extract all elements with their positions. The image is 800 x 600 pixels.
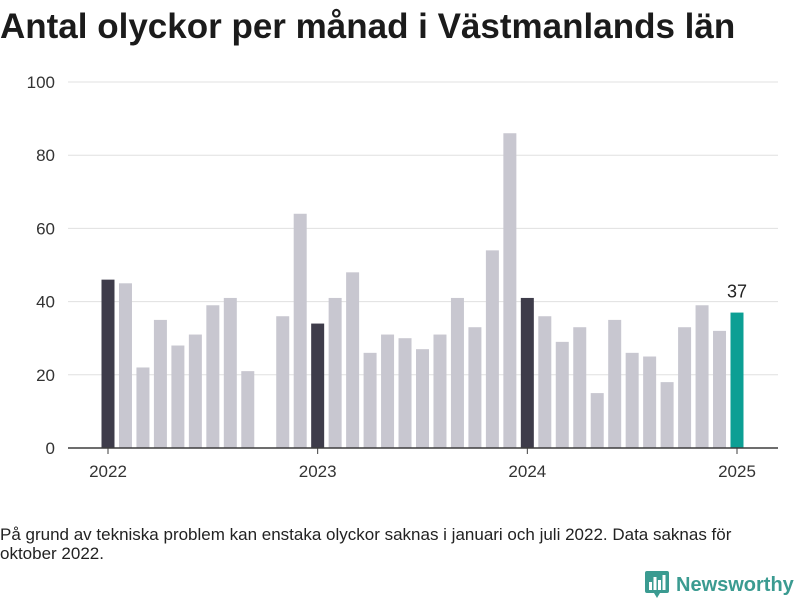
newsworthy-logo-text: Newsworthy bbox=[676, 574, 794, 596]
bar-2022-12 bbox=[293, 213, 307, 448]
y-tick-label: 20 bbox=[36, 366, 55, 385]
bar-2022-02 bbox=[118, 283, 132, 448]
x-tick-label: 2025 bbox=[718, 462, 756, 481]
bar-2022-09 bbox=[241, 371, 255, 448]
bar-2024-05 bbox=[590, 393, 604, 448]
bar-2024-01 bbox=[520, 297, 534, 448]
x-tick-label: 2024 bbox=[508, 462, 546, 481]
bar-2024-11 bbox=[695, 305, 709, 448]
data-label: 37 bbox=[727, 282, 747, 302]
gridlines bbox=[68, 81, 778, 376]
bar-2023-06 bbox=[398, 338, 412, 448]
chart-footnote: På grund av tekniska problem kan enstaka… bbox=[0, 525, 732, 563]
x-axis: 2022 2023 2024 2025 bbox=[68, 447, 778, 481]
bar-2024-10 bbox=[678, 327, 692, 448]
bar-2022-07 bbox=[206, 305, 220, 448]
bar-2022-04 bbox=[153, 319, 167, 448]
chart-title: Antal olyckor per månad i Västmanlands l… bbox=[0, 7, 736, 46]
bar-2025-01 bbox=[730, 312, 744, 448]
bar-chart: 0 20 40 60 80 100 2022 2023 2024 2025 37 bbox=[27, 73, 778, 481]
bar-2024-09 bbox=[660, 382, 674, 448]
bar-2023-02 bbox=[328, 297, 342, 448]
bar-2022-08 bbox=[223, 297, 237, 448]
y-tick-label: 40 bbox=[36, 293, 55, 312]
y-tick-label: 100 bbox=[27, 73, 55, 92]
bar-2023-09 bbox=[450, 297, 464, 448]
bar-2023-10 bbox=[468, 327, 482, 448]
newsworthy-logo-icon bbox=[645, 571, 669, 598]
y-tick-label: 0 bbox=[46, 439, 55, 458]
x-tick-label: 2023 bbox=[299, 462, 337, 481]
data-labels: 37 bbox=[727, 282, 747, 302]
y-tick-label: 60 bbox=[36, 219, 55, 238]
bar-2023-03 bbox=[346, 272, 360, 448]
x-tick-label: 2022 bbox=[89, 462, 127, 481]
bar-2023-11 bbox=[485, 250, 499, 448]
bars bbox=[101, 133, 744, 449]
newsworthy-logo: Newsworthy bbox=[645, 571, 794, 599]
bar-2022-11 bbox=[276, 316, 290, 448]
bar-2022-05 bbox=[171, 345, 185, 448]
bar-2023-08 bbox=[433, 334, 447, 448]
bar-2023-05 bbox=[381, 334, 395, 448]
bar-2022-06 bbox=[188, 334, 202, 448]
bar-2024-08 bbox=[643, 356, 657, 448]
bar-2024-12 bbox=[713, 330, 727, 448]
bar-2024-02 bbox=[538, 316, 552, 448]
bar-2023-01 bbox=[311, 323, 325, 448]
bar-2023-12 bbox=[503, 133, 517, 449]
bar-2023-04 bbox=[363, 352, 377, 448]
bar-2022-03 bbox=[136, 367, 150, 448]
y-tick-label: 80 bbox=[36, 146, 55, 165]
bar-2024-04 bbox=[573, 327, 587, 448]
y-axis: 0 20 40 60 80 100 bbox=[27, 73, 55, 458]
bar-2023-07 bbox=[416, 349, 429, 448]
bar-2024-07 bbox=[625, 352, 639, 448]
bar-2024-03 bbox=[555, 341, 569, 448]
bar-2022-01 bbox=[101, 279, 115, 448]
bar-2024-06 bbox=[608, 319, 622, 448]
